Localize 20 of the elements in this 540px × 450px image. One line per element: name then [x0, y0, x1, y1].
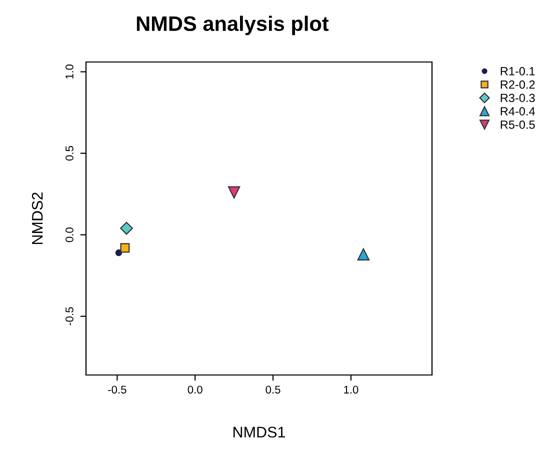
legend-label: R5-0.5	[500, 120, 535, 129]
y-tick-label: 0.0	[66, 228, 74, 242]
chart-title: NMDS analysis plot	[136, 16, 329, 36]
legend-label: R2-0.2	[500, 80, 535, 89]
point	[357, 248, 370, 260]
y-axis-title: NMDS2	[32, 192, 43, 244]
legend-label: R1-0.1	[500, 67, 535, 76]
x-tick-label: 0.5	[266, 386, 280, 394]
x-tick-label: -0.5	[108, 386, 126, 394]
point	[120, 222, 133, 235]
x-tick-label: 0.0	[188, 386, 202, 394]
x-tick-label: 1.0	[344, 386, 358, 394]
y-tick-label: 1.0	[66, 64, 74, 79]
y-tick-label: -0.5	[66, 307, 74, 326]
legend-label: R4-0.4	[500, 107, 535, 116]
x-axis-title: NMDS1	[234, 426, 285, 438]
point	[120, 243, 130, 253]
point	[228, 186, 240, 199]
legend-label: R3-0.3	[500, 94, 535, 102]
y-tick-label: 0.5	[66, 146, 74, 161]
